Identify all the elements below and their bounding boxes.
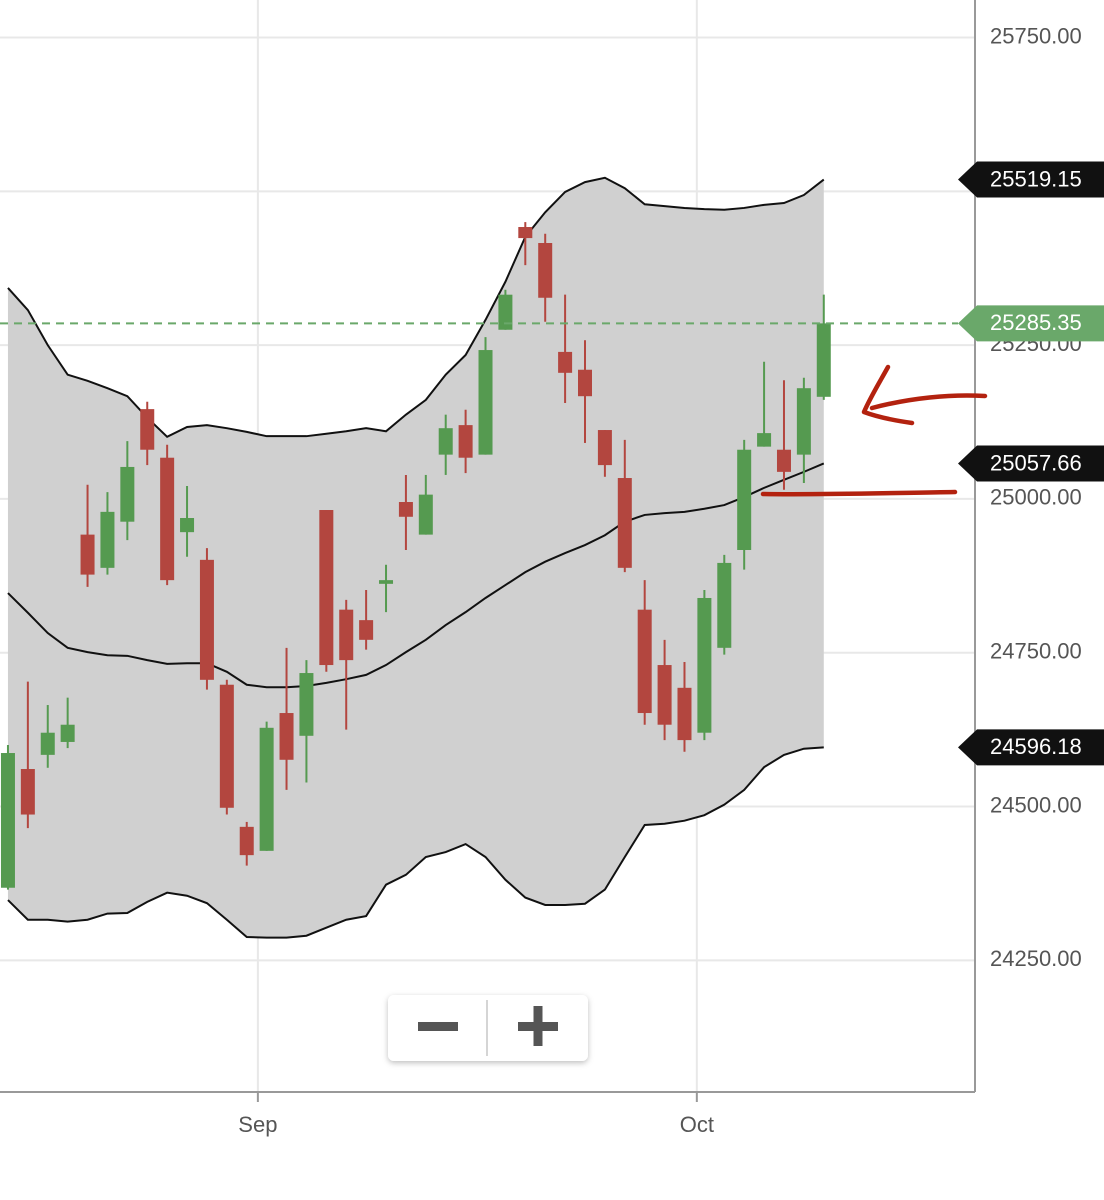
candle-body xyxy=(418,494,433,535)
plus-icon-v xyxy=(533,1006,543,1046)
candle-body xyxy=(180,518,195,533)
candle-body xyxy=(160,457,175,581)
candle-body xyxy=(498,294,513,330)
candle-body xyxy=(219,684,234,808)
y-tick-label: 24750.00 xyxy=(990,639,1082,664)
candle-body xyxy=(737,449,752,550)
candle-body xyxy=(538,243,553,298)
x-tick-label: Sep xyxy=(238,1112,277,1137)
y-tick-label: 25750.00 xyxy=(990,23,1082,48)
candle-body xyxy=(578,369,592,397)
candle-body xyxy=(776,449,791,472)
candle-body xyxy=(438,428,453,455)
price-badge xyxy=(958,729,1104,766)
price-badge xyxy=(958,305,1104,342)
zoom-out-button[interactable] xyxy=(390,997,486,1059)
candle-body xyxy=(279,713,294,760)
band-line xyxy=(7,462,825,689)
bands xyxy=(7,176,825,939)
candle-body xyxy=(757,433,772,447)
candle-body xyxy=(0,753,15,888)
price-badge xyxy=(958,445,1104,482)
candle-body xyxy=(120,466,135,522)
candle-body xyxy=(478,350,493,455)
price-badge-label: 25285.35 xyxy=(990,310,1082,335)
band-line xyxy=(7,746,824,939)
candle-body xyxy=(140,409,155,450)
minus-icon xyxy=(418,1022,458,1031)
candle-body xyxy=(617,478,632,568)
candle-body xyxy=(259,727,274,851)
candle-body xyxy=(299,673,314,736)
price-badge-label: 25519.15 xyxy=(990,166,1082,191)
price-badge xyxy=(958,161,1104,198)
zoom-controls xyxy=(388,995,588,1061)
candle-body xyxy=(697,597,712,733)
candle-body xyxy=(816,323,831,397)
candle-body xyxy=(20,769,35,815)
candle-body xyxy=(458,425,473,458)
annotation-line xyxy=(760,489,958,497)
candle-body xyxy=(40,732,55,755)
candle-body xyxy=(100,511,115,568)
candles xyxy=(0,222,958,890)
candle-body xyxy=(359,620,374,640)
candle-body xyxy=(339,609,354,661)
annotation-arrow-head xyxy=(861,364,915,426)
band-area xyxy=(7,177,824,938)
candle-body xyxy=(80,534,95,575)
x-tick-label: Oct xyxy=(680,1112,714,1137)
candle-body xyxy=(637,609,652,714)
candle-body xyxy=(796,388,811,455)
candle-body xyxy=(518,227,533,239)
price-badge-label: 25057.66 xyxy=(990,450,1082,475)
candle-body xyxy=(657,665,672,725)
price-badge-label: 24596.18 xyxy=(990,734,1082,759)
y-tick-label: 24500.00 xyxy=(990,792,1082,817)
labels: 24250.0024500.0024750.0025000.0025250.00… xyxy=(238,23,1104,1137)
zoom-in-button[interactable] xyxy=(489,997,586,1059)
candle-body xyxy=(199,559,214,680)
candle-body xyxy=(60,724,75,742)
candle-body xyxy=(319,510,334,666)
candle-body xyxy=(398,502,413,517)
candle-body xyxy=(558,351,573,373)
y-tick-label: 24250.00 xyxy=(990,946,1082,971)
candle-body xyxy=(379,580,394,584)
candle-body xyxy=(597,430,612,466)
candle-body xyxy=(677,687,692,741)
candle-body xyxy=(239,826,254,856)
annotation-arrow-shaft xyxy=(869,393,988,411)
y-tick-label: 25000.00 xyxy=(990,485,1082,510)
candle-body xyxy=(717,562,732,648)
annotations xyxy=(760,364,988,497)
